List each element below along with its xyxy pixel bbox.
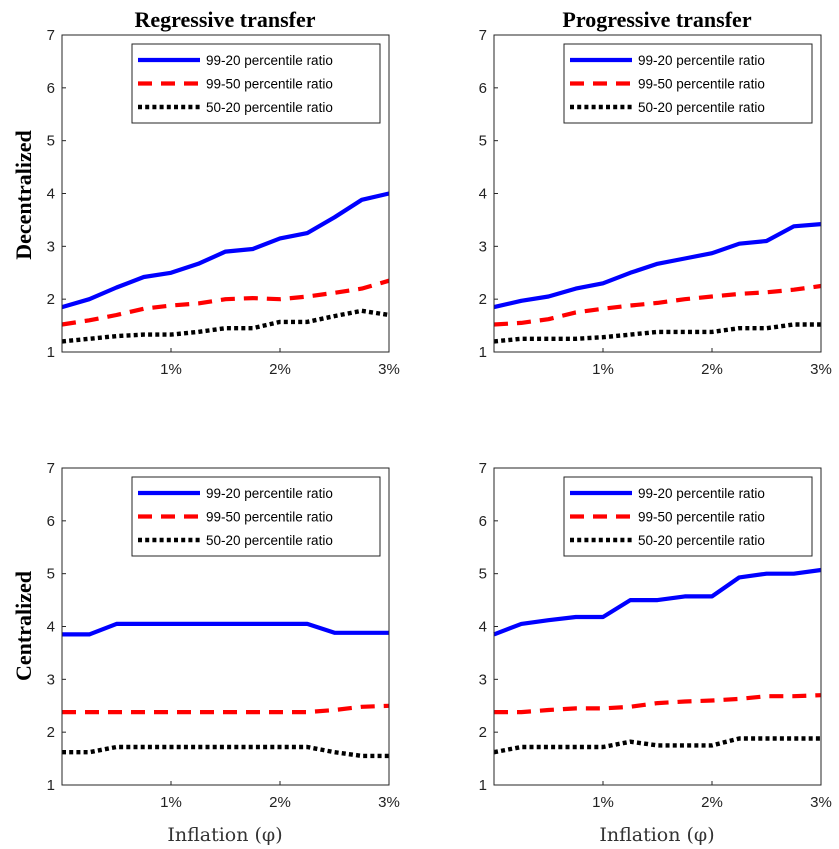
series-line-3 [61,308,390,344]
legend-label-2: 99-50 percentile ratio [206,77,333,92]
series-line-3 [493,736,821,755]
legend-label-1: 99-20 percentile ratio [206,53,333,68]
y-tick-label: 1 [479,777,487,794]
y-tick-label: 2 [479,724,487,741]
legend: 99-20 percentile ratio 99-50 percentile r… [563,476,813,557]
row-label-centralized: Centralized [11,571,36,681]
series-line-2 [494,693,822,715]
y-tick-label: 2 [47,291,55,308]
legend-label-1: 99-20 percentile ratio [638,53,765,68]
y-tick-label: 7 [47,460,55,477]
series-line-2 [61,278,390,327]
row-label-decentralized: Decentralized [11,130,36,260]
x-tick-label: 2% [701,361,723,378]
x-tick-label: 2% [269,361,291,378]
series-line-2 [493,283,822,327]
legend: 99-20 percentile ratio 99-50 percentile r… [563,43,813,124]
y-tick-label: 2 [479,291,487,308]
panel-3: 1 2 3 4 5 6 7 1% 2% 3% 99-20 percentile ratio 99-50… [47,460,400,811]
y-tick-label: 4 [479,186,487,203]
series-line-2 [62,703,390,715]
y-tick-label: 1 [479,344,487,361]
legend-label-2: 99-50 percentile ratio [638,77,765,92]
x-axis-label-left: Inflation (φ) [167,824,282,846]
panels: 1 2 3 4 5 6 7 1% 2% 3% 99-20 percentile ratio 99-50… [47,27,832,811]
legend-label-3: 50-20 percentile ratio [206,533,333,548]
legend-label-3: 50-20 percentile ratio [638,100,765,115]
legend-label-2: 99-50 percentile ratio [638,510,765,525]
panel-4: 1 2 3 4 5 6 7 1% 2% 3% 99-20 percentile ratio 99-50… [479,460,832,811]
y-tick-label: 4 [47,619,55,636]
y-tick-label: 6 [47,513,55,530]
axes-frame [493,467,822,786]
y-tick-label: 3 [47,238,55,255]
x-tick-label: 1% [160,794,182,811]
y-tick-label: 6 [479,513,487,530]
legend: 99-20 percentile ratio 99-50 percentile r… [131,476,381,557]
legend-label-1: 99-20 percentile ratio [206,486,333,501]
series-line-1 [493,222,822,310]
y-tick-label: 4 [47,186,55,203]
panel-2: 1 2 3 4 5 6 7 1% 2% 3% 99-20 percentile ratio 99-50… [479,27,832,378]
y-tick-label: 3 [479,671,487,688]
x-tick-label: 1% [592,794,614,811]
x-tick-label: 3% [810,361,832,378]
panel-1: 1 2 3 4 5 6 7 1% 2% 3% 99-20 percentile ratio 99-50… [47,27,400,378]
x-axis-label-right: Inflation (φ) [599,824,714,846]
y-tick-label: 7 [47,27,55,44]
y-tick-label: 7 [479,460,487,477]
y-tick-label: 5 [479,133,487,150]
y-tick-label: 7 [479,27,487,44]
y-tick-label: 6 [47,80,55,97]
legend-label-1: 99-20 percentile ratio [638,486,765,501]
y-tick-label: 2 [47,724,55,741]
legend-label-3: 50-20 percentile ratio [638,533,765,548]
y-tick-label: 4 [479,619,487,636]
x-tick-label: 3% [378,361,400,378]
legend-label-3: 50-20 percentile ratio [206,100,333,115]
x-tick-label: 1% [592,361,614,378]
x-tick-label: 2% [269,794,291,811]
x-tick-label: 2% [701,794,723,811]
axes-frame [61,467,390,786]
y-tick-label: 5 [47,133,55,150]
column-title-regressive: Regressive transfer [134,7,315,32]
series-line-1 [493,567,822,637]
x-tick-label: 1% [160,361,182,378]
series-line-1 [62,621,389,637]
y-tick-label: 1 [47,777,55,794]
y-tick-label: 6 [479,80,487,97]
column-title-progressive: Progressive transfer [562,7,751,32]
y-tick-label: 5 [47,566,55,583]
x-tick-label: 3% [378,794,400,811]
y-tick-label: 1 [47,344,55,361]
series-line-1 [61,191,390,310]
y-tick-label: 3 [479,238,487,255]
y-tick-label: 5 [479,566,487,583]
axes-frame [493,34,822,353]
legend: 99-20 percentile ratio 99-50 percentile r… [131,43,381,124]
y-tick-label: 3 [47,671,55,688]
axes-frame [61,34,390,353]
x-tick-label: 3% [810,794,832,811]
legend-label-2: 99-50 percentile ratio [206,510,333,525]
